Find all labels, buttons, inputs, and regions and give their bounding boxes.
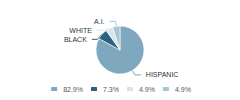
svg-text:4.9%: 4.9% xyxy=(175,86,191,93)
svg-text:BLACK: BLACK xyxy=(64,36,87,43)
svg-text:82.9%: 82.9% xyxy=(63,86,83,93)
svg-text:WHITE: WHITE xyxy=(69,27,92,34)
svg-text:HISPANIC: HISPANIC xyxy=(146,71,179,78)
svg-text:7.3%: 7.3% xyxy=(103,86,119,93)
svg-text:A.I.: A.I. xyxy=(94,18,105,25)
svg-text:4.9%: 4.9% xyxy=(139,86,155,93)
